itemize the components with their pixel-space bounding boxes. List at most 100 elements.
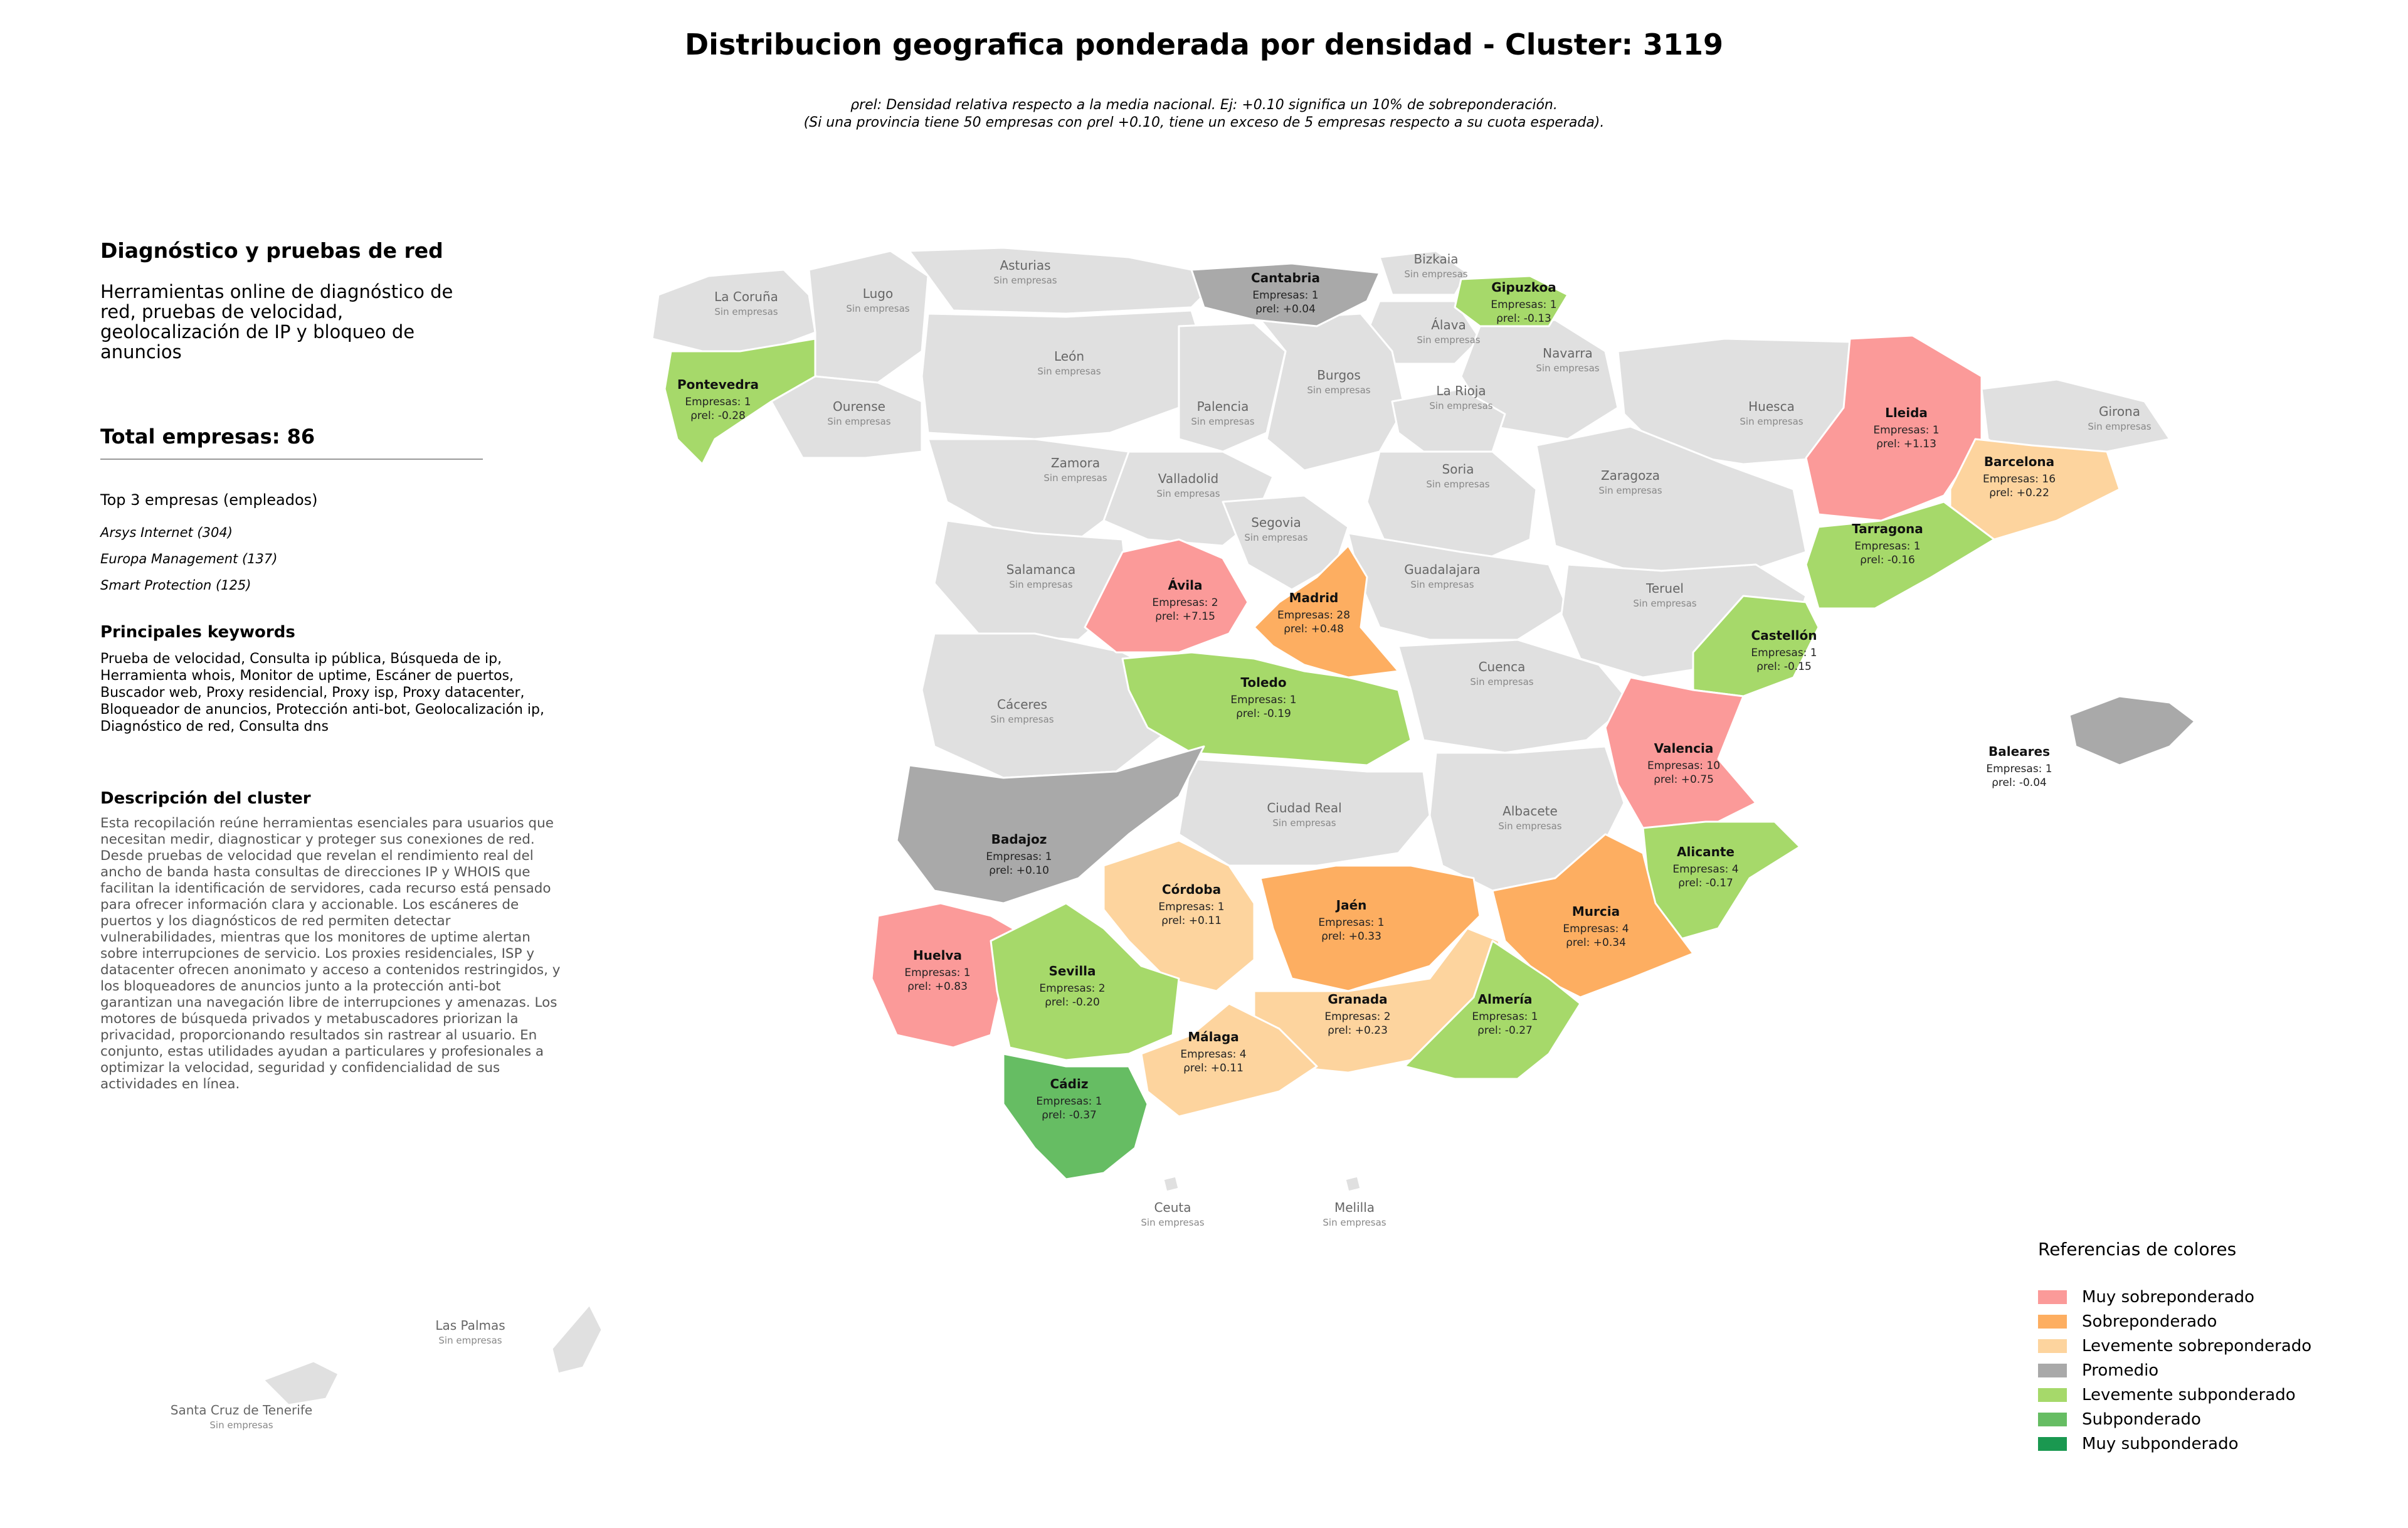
legend-swatch [2038,1290,2067,1304]
province-rho: ρrel: -0.16 [1860,554,1915,566]
province-zaragoza [1535,425,1807,578]
province-label-asturias: Asturias [1000,258,1050,273]
legend-item: Subponderado [2038,1407,2311,1431]
density-note: ρrel: Densidad relativa respecto a la me… [850,97,1558,113]
province-count: Empresas: 1 [1158,901,1224,913]
legend-label: Muy subponderado [2082,1434,2239,1453]
cluster-heading: Diagnóstico y pruebas de red [100,238,443,263]
province-empty-label: Sin empresas [827,416,890,427]
province-label-barcelona: Barcelona [1984,454,2054,469]
province-rho: ρrel: -0.04 [1992,777,2047,789]
province-label-toledo: Toledo [1240,675,1286,690]
province-empty-label: Sin empresas [1191,416,1254,427]
province-label-pontevedra: Pontevedra [677,377,759,392]
top-company: Arsys Internet (304) [100,525,233,540]
province-count: Empresas: 4 [1180,1048,1246,1061]
province-label-bizkaia: Bizkaia [1413,252,1458,267]
description-heading: Descripción del cluster [100,789,311,808]
province-label-zaragoza: Zaragoza [1601,468,1660,483]
province-pontevedra [663,337,816,465]
cluster-sidebar: Diagnóstico y pruebas de red Herramienta… [100,238,577,1093]
province-label-ciudad-real: Ciudad Real [1267,800,1341,815]
province-label-lugo: Lugo [863,286,893,301]
province-label-alava: Álava [1431,317,1466,332]
province-tarragona [1805,501,1995,610]
province-cuenca [1397,639,1632,754]
province-las-palmas [551,1303,603,1375]
top-company: Europa Management (137) [100,551,278,566]
province-empty-label: Sin empresas [1536,363,1599,374]
province-label-las-palmas: Las Palmas [435,1318,505,1333]
province-count: Empresas: 1 [685,396,751,408]
province-label-soria: Soria [1442,462,1474,477]
province-cadiz [1002,1053,1149,1180]
province-empty-label: Sin empresas [1141,1217,1204,1228]
province-toledo [1121,651,1412,767]
province-count: Empresas: 16 [1983,473,2056,485]
province-empty-label: Sin empresas [1323,1217,1386,1228]
province-empty-label: Sin empresas [1410,579,1474,590]
province-count: Empresas: 1 [1472,1011,1538,1023]
province-count: Empresas: 1 [1252,289,1318,302]
province-label-burgos: Burgos [1317,368,1361,383]
legend-swatch [2038,1339,2067,1353]
province-ciudad-real [1178,758,1431,867]
legend-swatch [2038,1387,2067,1402]
province-malaga [1140,1002,1318,1118]
province-count: Empresas: 1 [1230,694,1296,706]
province-rho: ρrel: +0.11 [1161,915,1222,927]
province-label-salamanca: Salamanca [1006,562,1075,577]
province-label-la-coruna: La Coruña [714,289,778,304]
province-empty-label: Sin empresas [714,306,778,317]
province-valencia [1604,676,1757,829]
province-leon [921,309,1205,440]
legend-title: Referencias de colores [2038,1239,2237,1260]
province-santa-cruz-de-tenerife [262,1360,340,1406]
top3-heading: Top 3 empresas (empleados) [100,491,318,509]
province-rho: ρrel: +0.33 [1321,930,1381,943]
legend-swatch [2038,1314,2067,1329]
legend-label: Sobreponderado [2082,1312,2217,1331]
province-rho: ρrel: -0.20 [1045,996,1100,1009]
province-jaen [1259,864,1481,992]
province-almeria [1403,940,1582,1080]
province-palencia [1178,322,1287,453]
province-count: Empresas: 1 [986,851,1052,863]
province-label-baleares: Baleares [1988,744,2050,759]
province-count: Empresas: 2 [1152,597,1218,609]
province-empty-label: Sin empresas [1037,366,1101,377]
province-empty-label: Sin empresas [1244,532,1307,543]
province-empty-label: Sin empresas [846,303,909,314]
legend-label: Subponderado [2082,1409,2201,1429]
province-label-santa-cruz-de-tenerife: Santa Cruz de Tenerife [171,1403,312,1418]
province-avila [1084,538,1249,654]
province-rho: ρrel: -0.17 [1678,877,1733,889]
province-lugo [808,250,929,384]
province-label-alicante: Alicante [1677,844,1735,859]
province-rho: ρrel: -0.13 [1496,312,1551,325]
cluster-description: Esta recopilación reúne herramientas ese… [100,815,561,1092]
province-gipuzkoa [1454,275,1569,327]
province-count: Empresas: 4 [1672,863,1738,876]
province-rho: ρrel: -0.37 [1042,1109,1097,1122]
province-empty-label: Sin empresas [1633,598,1696,609]
province-rho: ρrel: -0.15 [1756,661,1812,673]
province-label-granada: Granada [1328,992,1387,1007]
legend-label: Muy sobreponderado [2082,1287,2255,1307]
province-count: Empresas: 4 [1563,923,1629,935]
keywords-list: Prueba de velocidad, Consulta ip pública… [100,651,544,735]
color-legend: Referencias de colores Muy sobreponderad… [2038,1239,2311,1456]
province-label-madrid: Madrid [1289,590,1339,605]
province-label-guadalajara: Guadalajara [1404,562,1480,577]
province-ourense [770,375,923,459]
province-label-valladolid: Valladolid [1158,471,1219,486]
province-empty-label: Sin empresas [1498,820,1561,832]
province-badajoz [895,745,1205,905]
province-count: Empresas: 1 [904,967,970,979]
province-label-leon: León [1054,349,1084,364]
province-count: Empresas: 1 [1854,540,1920,553]
province-empty-label: Sin empresas [438,1335,502,1346]
province-label-jaen: Jaén [1335,898,1367,913]
province-label-huesca: Huesca [1748,399,1795,414]
